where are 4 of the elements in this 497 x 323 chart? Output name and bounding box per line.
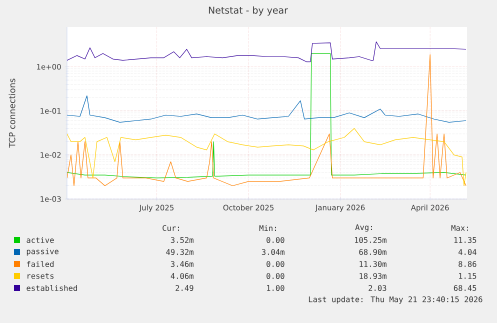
y-axis-title: TCP connections	[8, 78, 16, 148]
chart-title: Netstat - by year	[208, 6, 288, 16]
line-series	[67, 95, 466, 123]
line-series	[67, 128, 466, 186]
